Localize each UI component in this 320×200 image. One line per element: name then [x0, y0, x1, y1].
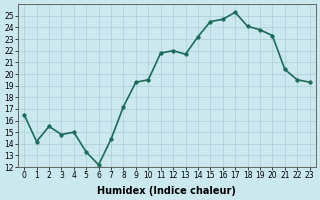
- X-axis label: Humidex (Indice chaleur): Humidex (Indice chaleur): [98, 186, 236, 196]
